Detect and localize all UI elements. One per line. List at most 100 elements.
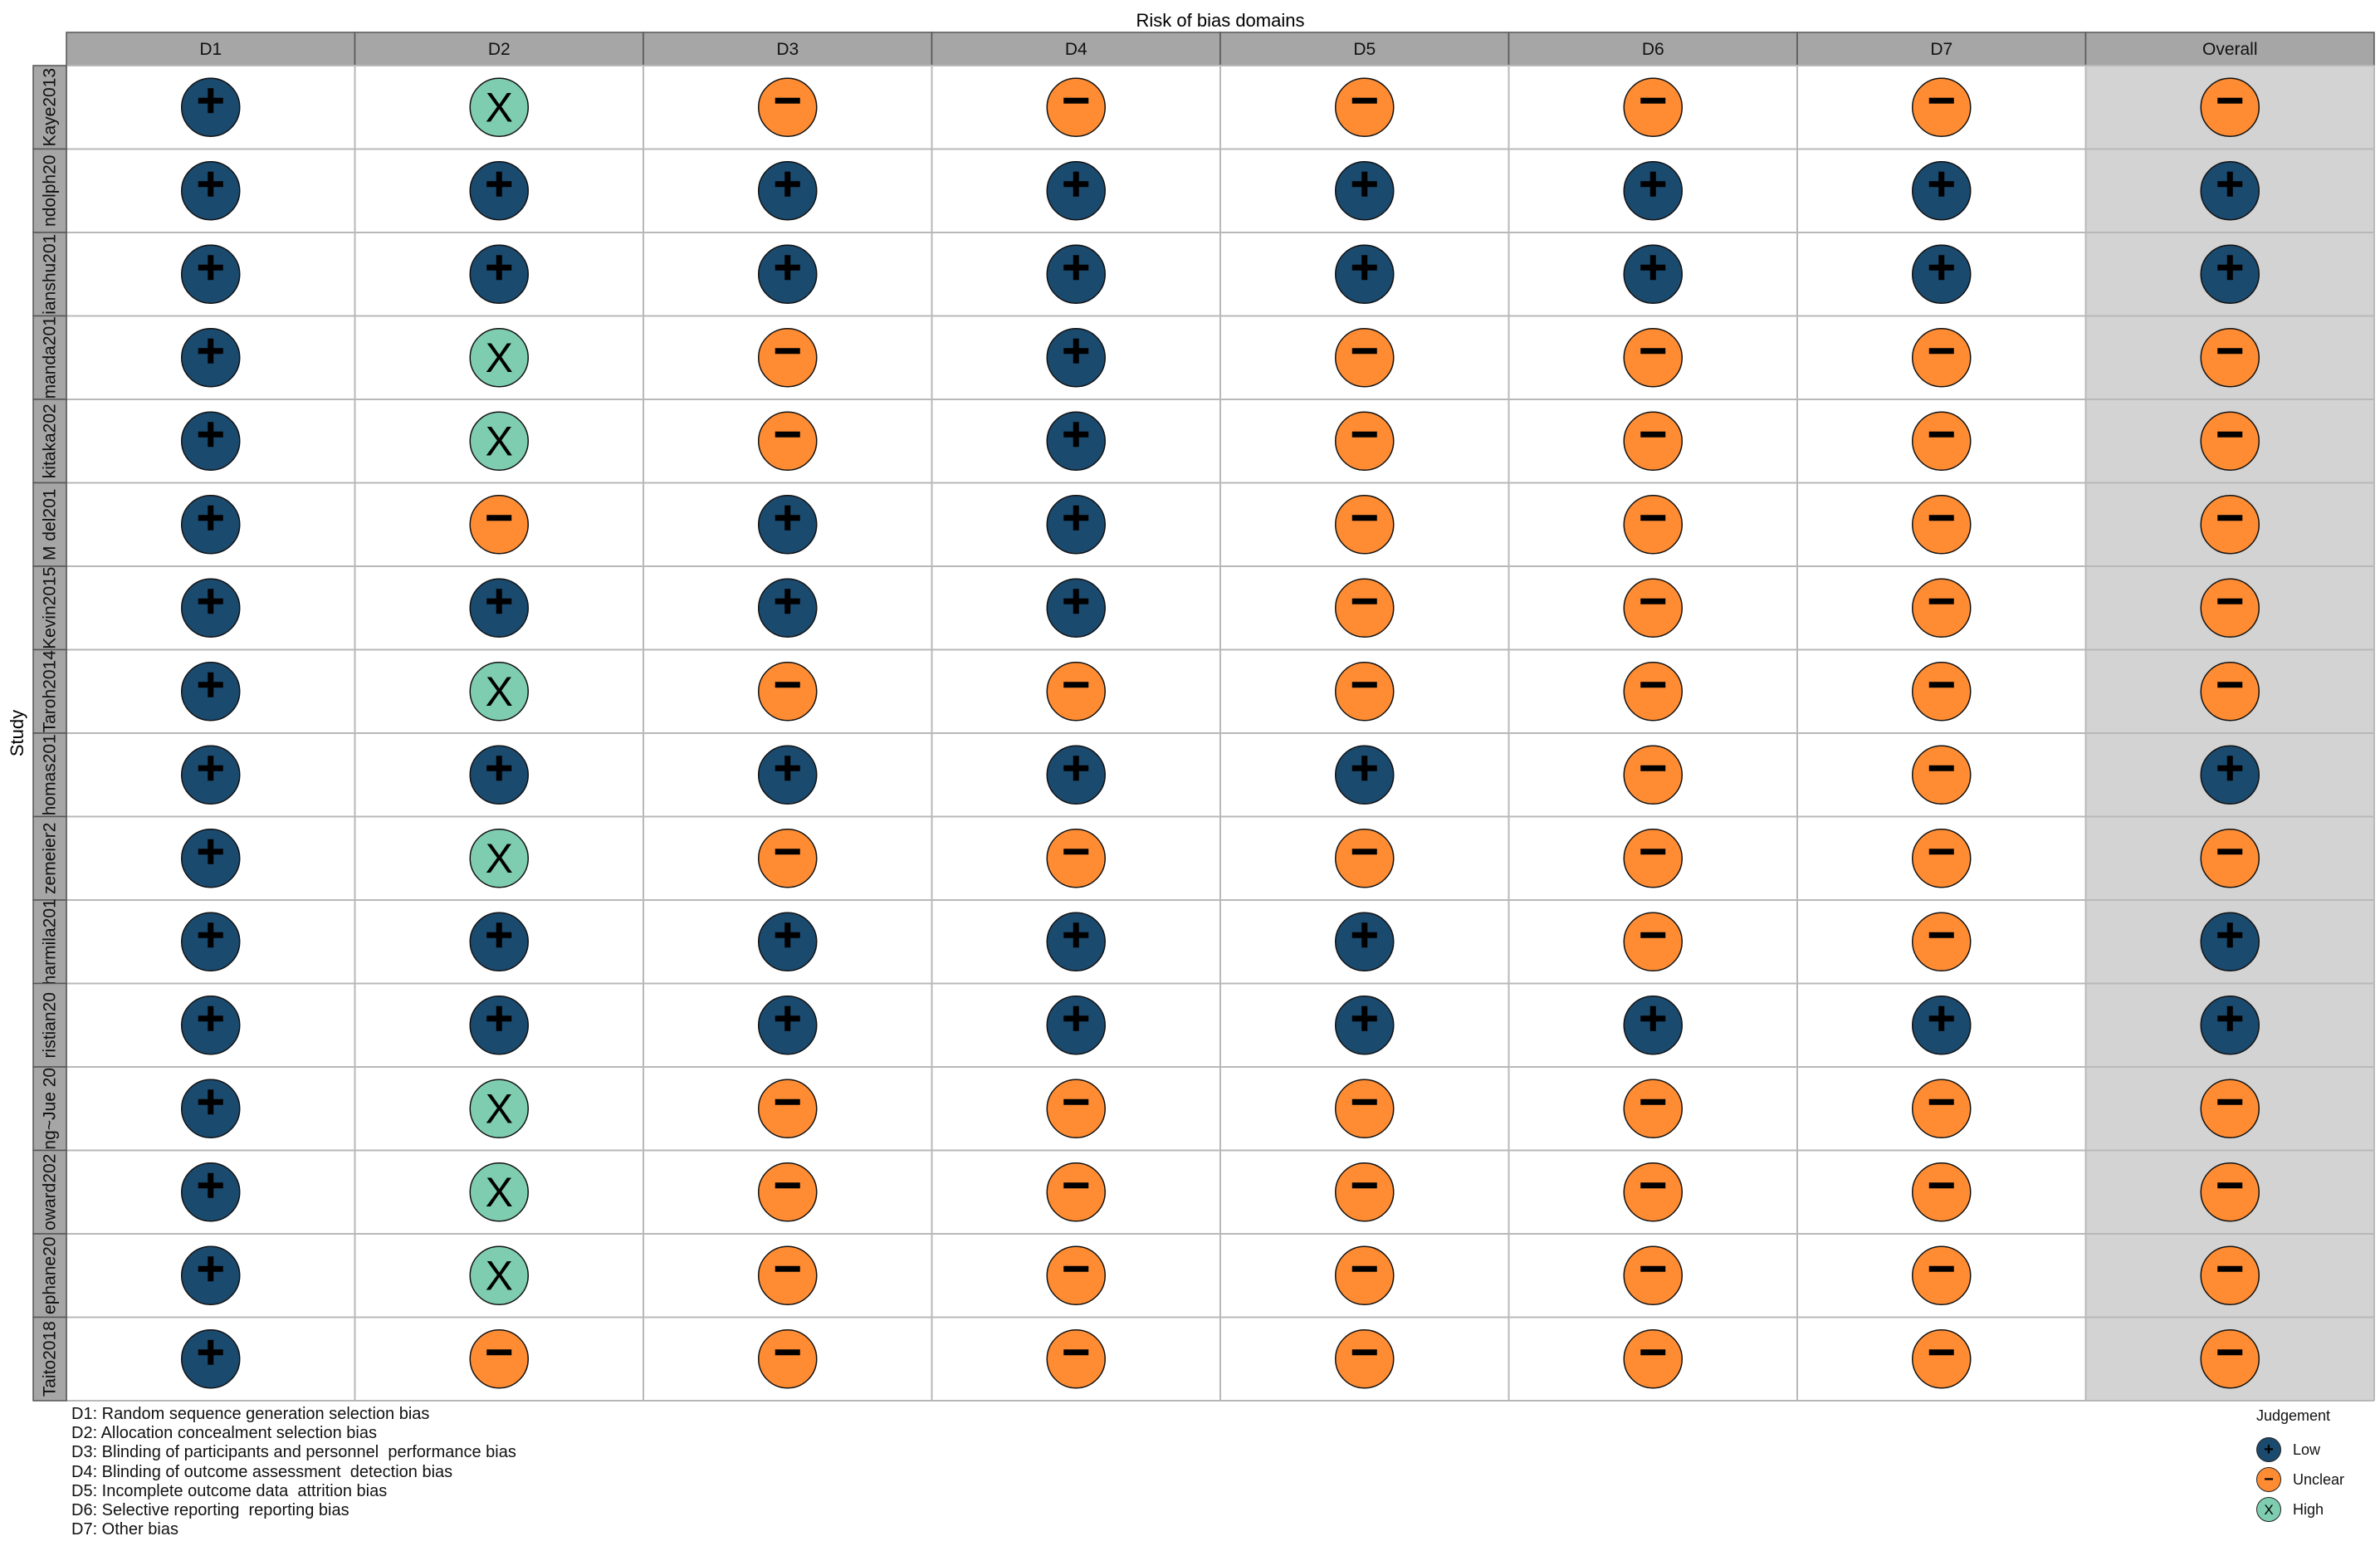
column-header-cell [66,32,356,66]
y-axis-label: Study [7,710,27,756]
minus-symbol [775,97,800,104]
plus-symbol-vertical [784,171,791,197]
judgement-marker [1335,1079,1395,1138]
judgement-marker [1623,1245,1683,1305]
minus-symbol [2217,1182,2243,1189]
domain-legend-item: D3: Blinding of participants and personn… [71,1443,516,1462]
minus-symbol [1928,348,1954,355]
study-label: M del201 [41,489,60,560]
judgement-marker [1912,829,1972,888]
minus-symbol [2217,1098,2243,1105]
judgement-marker [1623,912,1683,971]
judgement-marker [758,829,818,888]
minus-symbol [1640,515,1666,521]
plus-symbol-vertical [208,672,214,697]
plus-symbol-vertical [1938,171,1945,197]
domain-legend-item: D5: Incomplete outcome data attrition bi… [71,1481,388,1500]
domain-legend-item: D7: Other bias [71,1520,178,1539]
judgement-marker [1335,1162,1395,1222]
plus-symbol-vertical [496,589,502,614]
study-label: Kaye2013 [41,68,60,147]
study-label-cell [32,148,67,233]
plus-symbol-vertical [1361,255,1368,281]
domain-legend-item: D2: Allocation concealment selection bia… [71,1424,377,1443]
minus-symbol [1928,1349,1954,1356]
minus-symbol [1928,682,1954,688]
domain-legend-item: D6: Selective reporting reporting bias [71,1501,349,1520]
judgement-marker [2200,1162,2260,1222]
plus-symbol-vertical [208,255,214,281]
minus-symbol [2217,348,2243,355]
minus-symbol [1640,1098,1666,1105]
judgement-marker [1046,77,1106,137]
minus-symbol [775,1098,800,1105]
minus-symbol [1640,348,1666,355]
legend-label-high: High [2293,1500,2324,1518]
minus-symbol [775,1265,800,1272]
column-header-label: D2 [488,40,511,59]
study-label-cell [32,899,67,985]
minus-symbol [1063,1265,1089,1272]
minus-symbol [1928,1265,1954,1272]
minus-symbol [1063,849,1089,855]
cross-symbol: X [486,335,513,381]
plus-symbol-vertical [2226,255,2233,281]
plus-symbol-vertical [1938,1005,1945,1031]
minus-symbol [1640,1265,1666,1272]
judgement-marker [1046,1162,1106,1222]
plus-symbol-vertical [1938,255,1945,281]
domain-legend-item: D4: Blinding of outcome assessment detec… [71,1462,453,1481]
minus-symbol [1928,97,1954,104]
domain-legend-item: D1: Random sequence generation selection… [71,1405,430,1423]
study-label: harmila201 [41,898,60,985]
plus-symbol-vertical [208,839,214,864]
minus-symbol [2217,431,2243,438]
judgement-marker [1046,662,1106,722]
low-judgement-icon: + [2256,1437,2281,1462]
plus-symbol-vertical [1073,255,1079,281]
plus-symbol-vertical [1073,338,1079,364]
judgement-marker [1912,1245,1972,1305]
judgement-marker [1912,1162,1972,1222]
plus-symbol-vertical [2226,171,2233,197]
judgement-marker [2200,495,2260,555]
judgement-marker [1623,662,1683,722]
plus-symbol-vertical [1073,922,1079,948]
study-label: Kevin2015 [41,567,60,649]
minus-symbol [486,1349,512,1356]
study-label: homas201 [41,734,60,815]
judgement-marker [1912,745,1972,805]
judgement-legend-title: Judgement [2256,1407,2331,1424]
study-label: oward202 [41,1154,60,1230]
plus-symbol-vertical [496,922,502,948]
high-judgement-icon: X [2256,1497,2281,1522]
plus-symbol-vertical [2226,1005,2233,1031]
minus-symbol [775,1349,800,1356]
plus-symbol-vertical [1649,1005,1656,1031]
judgement-marker [2200,829,2260,888]
judgement-marker [469,1079,529,1138]
judgement-marker [1623,77,1683,137]
minus-symbol [1351,1265,1377,1272]
minus-symbol [1351,515,1377,521]
minus-symbol [2217,97,2243,104]
judgement-marker [469,77,529,137]
judgement-marker [1335,662,1395,722]
plus-symbol-vertical [1073,756,1079,781]
plus-symbol-vertical [784,505,791,531]
study-label-cell [32,982,67,1068]
minus-symbol [1063,1098,1089,1105]
study-label: Taroh2014 [41,650,60,733]
minus-symbol [1640,97,1666,104]
minus-symbol [775,1182,800,1189]
judgement-marker [1335,1245,1395,1305]
minus-symbol [1640,1182,1666,1189]
minus-symbol [1928,1098,1954,1105]
judgement-marker [1912,77,1972,137]
plus-symbol-vertical [496,756,502,781]
judgement-marker [758,1329,818,1389]
unclear-judgement-icon: − [2256,1467,2281,1492]
legend-label-low: Low [2293,1441,2321,1458]
judgement-marker [1335,829,1395,888]
study-label: ianshu201 [41,234,60,315]
